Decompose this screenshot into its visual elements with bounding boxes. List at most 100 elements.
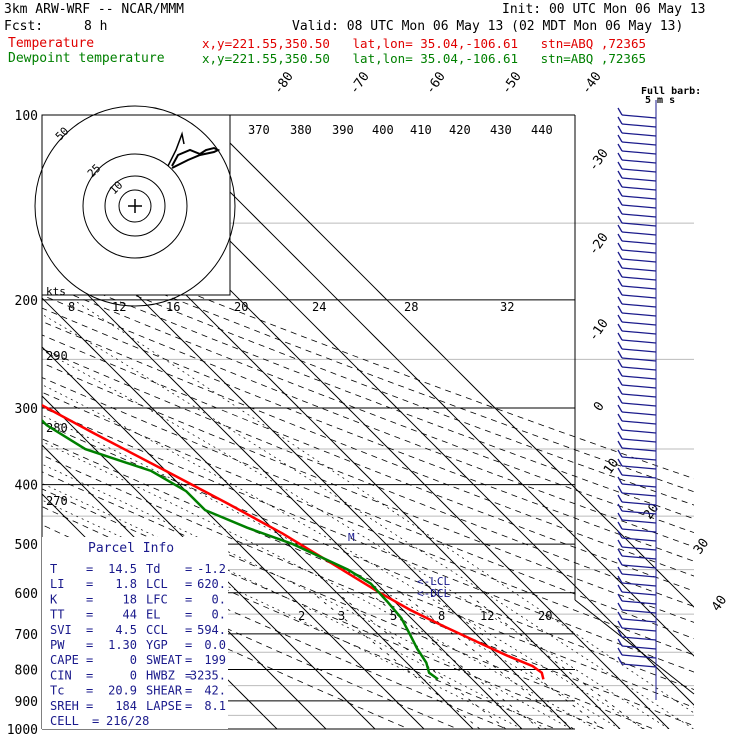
pressure-tick-label: 400 [15, 479, 38, 494]
wind-barb [621, 168, 657, 173]
isotherm [103, 115, 694, 706]
parcel-equals: = [185, 608, 192, 622]
parcel-equals: = [185, 668, 192, 682]
wind-barb-flag [617, 557, 623, 566]
parcel-value: 14.5 [108, 562, 137, 576]
parcel-label: SVI [50, 623, 72, 637]
wind-barb-flag [617, 620, 623, 629]
wind-barb-flag [617, 206, 623, 215]
parcel-value: 594. [197, 623, 226, 637]
mixing-ratio-line [336, 592, 507, 729]
parcel-label: EL [146, 608, 160, 622]
wind-barb-flag [617, 611, 623, 620]
mixing-ratio-label: 2 [298, 609, 305, 623]
parcel-equals: = [92, 714, 99, 728]
wind-barb-flag [617, 269, 623, 278]
wind-barb [621, 618, 657, 623]
wind-barb-flag [617, 521, 623, 530]
wind-barb-flag [617, 368, 623, 377]
wind-barb [621, 555, 657, 560]
wind-barb [621, 177, 657, 182]
wind-barb [621, 528, 657, 533]
isotherm-label: -80 [271, 69, 297, 97]
wind-barb-flag [617, 395, 623, 404]
parcel-label: LI [50, 577, 64, 591]
mixing-ratio-line [400, 592, 574, 729]
wind-barb-flag [617, 467, 623, 476]
wind-barb [621, 420, 657, 425]
wind-barb [621, 366, 657, 371]
parcel-equals: = [185, 577, 192, 591]
parcel-value: 18 [123, 592, 137, 606]
hodograph-unit-label: kts [46, 285, 66, 298]
wind-barb-flag [617, 449, 623, 458]
hodograph-ring [118, 189, 152, 223]
parcel-value: 0. [212, 592, 226, 606]
dry-adiabat [42, 233, 694, 480]
forecast-hours: 8 h [84, 19, 108, 34]
wind-barb [621, 411, 657, 416]
wind-barb [621, 519, 657, 524]
wind-barb [621, 222, 657, 227]
parcel-equals: = [86, 699, 93, 713]
isotherm [152, 115, 694, 657]
wind-barb [621, 636, 657, 641]
wind-barb-flag [617, 161, 623, 170]
temperature-legend: Temperature [8, 36, 95, 51]
theta-label: 280 [46, 421, 68, 435]
wind-barb [621, 312, 657, 317]
wind-barb-flag [617, 305, 623, 314]
wind-barb [621, 573, 657, 578]
isotherm [42, 297, 474, 729]
parcel-label: SHEAR [146, 684, 183, 698]
wind-barb [621, 141, 657, 146]
wind-barb [621, 393, 657, 398]
wind-barb-flag [617, 197, 623, 206]
isotherm-label: -70 [347, 69, 373, 97]
wind-barb [621, 537, 657, 542]
wind-barb [621, 339, 657, 344]
wind-barb-flag [617, 125, 623, 134]
wind-barb-flag [617, 233, 623, 242]
pressure-tick-label: 1000 [7, 723, 38, 738]
parcel-value: 20.9 [108, 684, 137, 698]
parcel-label: PW [50, 638, 65, 652]
parcel-value: 620. [197, 577, 226, 591]
parcel-equals: = [86, 684, 93, 698]
isotherm-label: -30 [586, 146, 612, 174]
dry-adiabat [42, 245, 694, 493]
parcel-equals: = [185, 623, 192, 637]
isotherm-label: 10 [601, 456, 622, 477]
wind-barb [621, 114, 657, 119]
wind-barb-flag [617, 494, 623, 503]
parcel-value: 4.5 [115, 623, 137, 637]
parcel-equals: = [86, 653, 93, 667]
hodograph-trace-upper [167, 131, 185, 167]
theta-label: 270 [46, 494, 68, 508]
wind-barb [621, 582, 657, 587]
parcel-label: CAPE [50, 653, 79, 667]
dry-adiabat [42, 471, 654, 729]
wind-barb-flag [617, 422, 623, 431]
mixing-ratio-label: 12 [480, 609, 494, 623]
speed-axis-label: 32 [500, 300, 514, 314]
wind-barb-flag [617, 251, 623, 260]
hodograph-ring [82, 153, 188, 259]
parcel-value: -1.2 [197, 562, 226, 576]
hodograph-trace [171, 146, 221, 169]
pressure-tick-label: 600 [15, 587, 38, 602]
parcel-label: Tc [50, 684, 64, 698]
wind-barb [621, 384, 657, 389]
moist-adiabat [42, 499, 523, 729]
wind-barb [621, 447, 657, 452]
theta-label: 410 [410, 123, 432, 137]
wind-barb-flag [617, 350, 623, 359]
wind-barb [621, 186, 657, 191]
pressure-tick-label: 800 [15, 663, 38, 678]
parcel-label: CCL [146, 623, 168, 637]
wind-barb-flag [617, 503, 623, 512]
speed-axis-label: 8 [68, 300, 75, 314]
init-time: Init: 00 UTC Mon 06 May 13 [502, 2, 706, 17]
wind-barb [621, 492, 657, 497]
parcel-label: TT [50, 608, 64, 622]
